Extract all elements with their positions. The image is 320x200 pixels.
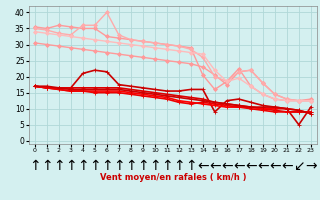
X-axis label: Vent moyen/en rafales ( km/h ): Vent moyen/en rafales ( km/h ) xyxy=(100,173,246,182)
